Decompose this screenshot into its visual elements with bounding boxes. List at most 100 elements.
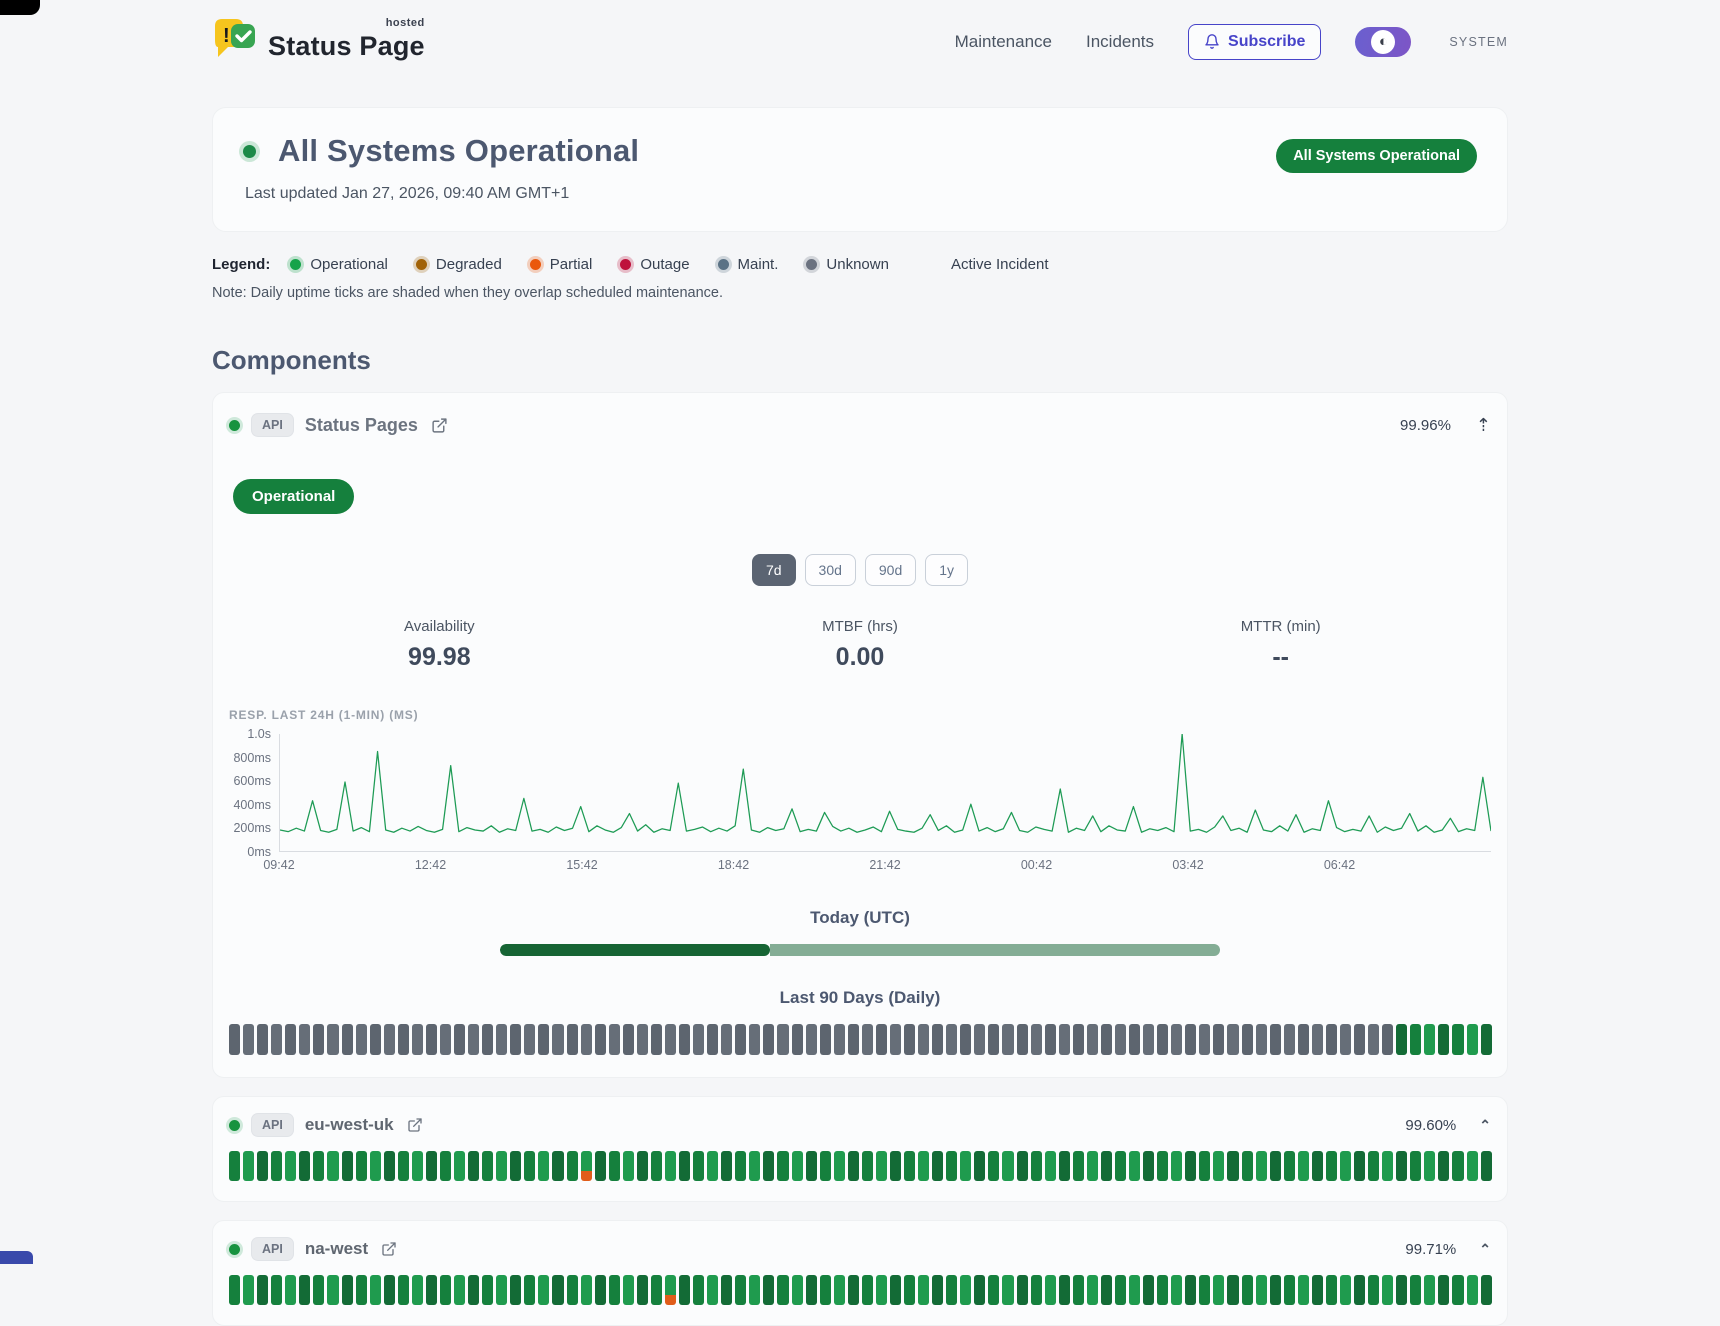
uptime-tick bbox=[946, 1024, 958, 1055]
uptime-tick bbox=[1129, 1024, 1141, 1055]
nav-incidents[interactable]: Incidents bbox=[1085, 31, 1155, 51]
component-uptime: 99.60% bbox=[1405, 1116, 1457, 1134]
uptime-tick bbox=[1199, 1275, 1211, 1305]
uptime-tick bbox=[355, 1151, 367, 1181]
uptime-tick bbox=[1213, 1275, 1225, 1305]
chart-y-axis: 1.0s 800ms 600ms 400ms 200ms 0ms bbox=[229, 727, 279, 859]
uptime-tick bbox=[439, 1275, 451, 1305]
uptime-tick bbox=[1199, 1151, 1211, 1181]
theme-toggle[interactable]: ◐ bbox=[1355, 26, 1412, 57]
uptime-tick bbox=[805, 1151, 817, 1181]
uptime-tick bbox=[861, 1151, 873, 1181]
uptime-tick bbox=[383, 1024, 395, 1055]
y-tick-label: 200ms bbox=[233, 821, 271, 836]
uptime-tick bbox=[1311, 1275, 1323, 1305]
uptime-tick bbox=[1466, 1024, 1478, 1055]
uptime-tick bbox=[397, 1275, 409, 1305]
subscribe-label: Subscribe bbox=[1228, 32, 1306, 50]
chart-title: RESP. LAST 24H (1-MIN) (MS) bbox=[229, 708, 419, 722]
theme-mode-label: SYSTEM bbox=[1449, 34, 1508, 49]
nav-maintenance[interactable]: Maintenance bbox=[954, 31, 1052, 51]
uptime-tick bbox=[650, 1275, 662, 1305]
uptime-tick bbox=[439, 1024, 451, 1055]
uptime-tick bbox=[707, 1024, 719, 1055]
y-tick-label: 800ms bbox=[233, 750, 271, 765]
uptime-tick bbox=[355, 1024, 367, 1055]
uptime-tick bbox=[763, 1151, 775, 1181]
uptime-tick bbox=[1100, 1275, 1112, 1305]
uptime-tick bbox=[271, 1275, 283, 1305]
uptime-tick bbox=[580, 1275, 592, 1305]
uptime-tick bbox=[1030, 1151, 1042, 1181]
uptime-tick bbox=[679, 1151, 691, 1181]
uptime-tick bbox=[1058, 1024, 1070, 1055]
uptime-tick bbox=[397, 1024, 409, 1055]
uptime-tick bbox=[580, 1024, 592, 1055]
ninety-days-ticks bbox=[229, 1151, 1492, 1181]
uptime-tick bbox=[552, 1024, 564, 1055]
y-tick-label: 600ms bbox=[233, 774, 271, 789]
subscribe-button[interactable]: Subscribe bbox=[1188, 23, 1322, 60]
y-tick-label: 0ms bbox=[247, 845, 271, 859]
uptime-tick bbox=[1157, 1024, 1169, 1055]
uptime-tick bbox=[1466, 1275, 1478, 1305]
uptime-tick bbox=[861, 1275, 873, 1305]
uptime-tick bbox=[1143, 1151, 1155, 1181]
uptime-tick bbox=[749, 1024, 761, 1055]
uptime-tick bbox=[1396, 1151, 1408, 1181]
uptime-tick bbox=[664, 1024, 676, 1055]
uptime-tick bbox=[763, 1024, 775, 1055]
uptime-tick bbox=[439, 1151, 451, 1181]
uptime-tick bbox=[1016, 1151, 1028, 1181]
collapse-icon[interactable]: ⇡ bbox=[1475, 415, 1491, 435]
uptime-tick bbox=[1396, 1275, 1408, 1305]
uptime-tick bbox=[383, 1275, 395, 1305]
uptime-tick bbox=[524, 1151, 536, 1181]
uptime-tick bbox=[1030, 1024, 1042, 1055]
uptime-tick bbox=[1241, 1151, 1253, 1181]
uptime-tick bbox=[1452, 1024, 1464, 1055]
uptime-tick bbox=[1058, 1275, 1070, 1305]
uptime-tick bbox=[454, 1275, 466, 1305]
uptime-tick bbox=[932, 1275, 944, 1305]
uptime-tick bbox=[1424, 1024, 1436, 1055]
metric-mtbf: MTBF (hrs) 0.00 bbox=[822, 618, 898, 671]
uptime-tick bbox=[650, 1151, 662, 1181]
expand-icon[interactable]: ⌃ bbox=[1479, 1117, 1491, 1133]
uptime-tick bbox=[735, 1024, 747, 1055]
uptime-tick bbox=[1227, 1024, 1239, 1055]
uptime-tick bbox=[1368, 1024, 1380, 1055]
range-7d-button[interactable]: 7d bbox=[751, 554, 796, 586]
uptime-tick bbox=[932, 1151, 944, 1181]
uptime-tick bbox=[285, 1024, 297, 1055]
uptime-tick bbox=[454, 1024, 466, 1055]
brand-logo[interactable]: ! Status Page hosted bbox=[212, 16, 425, 67]
response-time-chart: RESP. LAST 24H (1-MIN) (MS) 1.0s 800ms 600… bbox=[229, 708, 1491, 878]
uptime-tick bbox=[1396, 1024, 1408, 1055]
uptime-tick bbox=[777, 1151, 789, 1181]
uptime-tick bbox=[1480, 1151, 1492, 1181]
uptime-tick bbox=[1227, 1275, 1239, 1305]
external-link-icon[interactable] bbox=[431, 417, 448, 434]
expand-icon[interactable]: ⌃ bbox=[1479, 1241, 1491, 1257]
uptime-tick bbox=[1086, 1151, 1098, 1181]
uptime-tick bbox=[1030, 1275, 1042, 1305]
range-30d-button[interactable]: 30d bbox=[804, 554, 856, 586]
range-90d-button[interactable]: 90d bbox=[864, 554, 917, 586]
uptime-tick bbox=[960, 1024, 972, 1055]
uptime-tick bbox=[1171, 1275, 1183, 1305]
uptime-tick bbox=[482, 1024, 494, 1055]
uptime-tick bbox=[1368, 1151, 1380, 1181]
uptime-tick bbox=[327, 1275, 339, 1305]
legend-item-label: Outage bbox=[640, 256, 690, 273]
legend-label: Legend: bbox=[212, 256, 271, 273]
component-uptime: 99.96% bbox=[1400, 416, 1451, 434]
range-1y-button[interactable]: 1y bbox=[925, 554, 969, 586]
uptime-tick bbox=[510, 1275, 522, 1305]
external-link-icon[interactable] bbox=[381, 1241, 397, 1257]
uptime-tick bbox=[1311, 1151, 1323, 1181]
uptime-tick bbox=[271, 1024, 283, 1055]
uptime-tick bbox=[257, 1024, 269, 1055]
uptime-tick bbox=[1185, 1151, 1197, 1181]
external-link-icon[interactable] bbox=[407, 1117, 423, 1133]
